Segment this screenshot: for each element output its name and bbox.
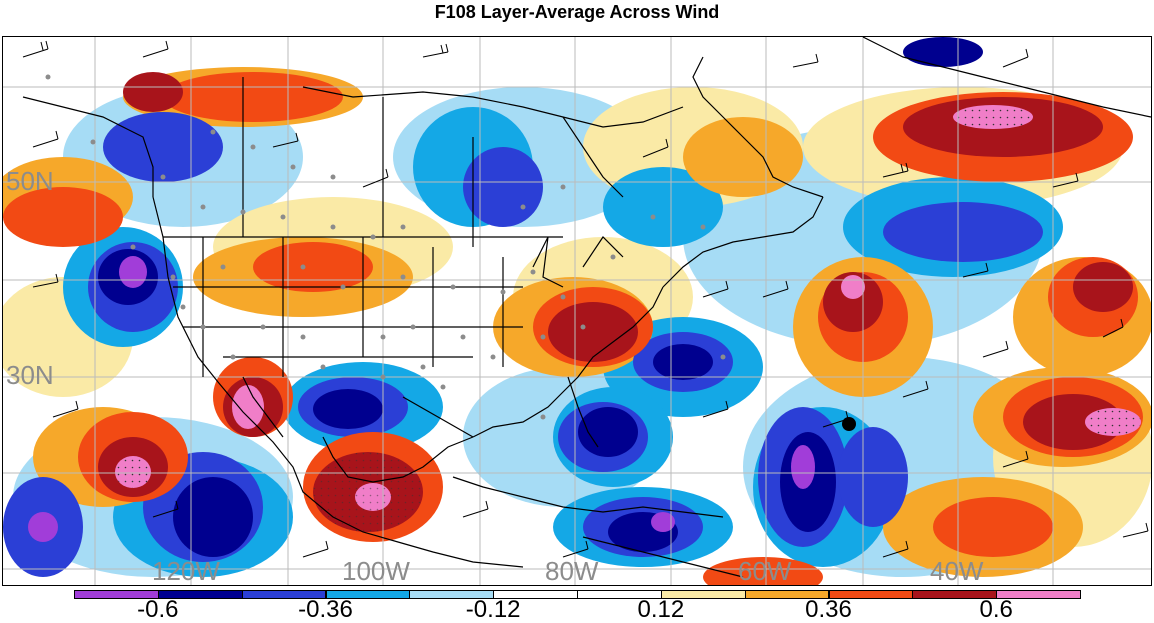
shading-extreme: [28, 37, 1141, 557]
coastlines-borders: [22, 37, 1151, 578]
marker-dot: [842, 417, 856, 431]
colorbar-tick-label: 0.36: [805, 596, 852, 623]
colorbar-segment: [996, 590, 1081, 599]
map-title: F108 Layer-Average Across Wind: [434, 2, 720, 22]
lon-label-60w: 60W: [738, 556, 792, 586]
colorbar-tick-label: 0.6: [979, 596, 1013, 623]
colorbar: [74, 590, 1081, 599]
lat-label-30n: 30N: [6, 360, 54, 390]
lat-label-50n: 50N: [6, 166, 54, 196]
lon-label-80w: 80W: [545, 556, 599, 586]
lon-label-40w: 40W: [930, 556, 984, 586]
colorbar-tick-label: -0.12: [465, 596, 521, 623]
lon-label-100w: 100W: [342, 556, 410, 586]
station-dots: [45, 74, 726, 420]
lon-label-120w: 120W: [152, 556, 220, 586]
wind-field-map: [3, 37, 1151, 585]
colorbar-tick-label: -0.6: [137, 596, 179, 623]
colorbar-tick-label: -0.36: [298, 596, 353, 623]
wind-barbs: [22, 40, 1149, 558]
map-panel: [2, 36, 1152, 586]
lat-lon-grid: [3, 37, 1151, 585]
colorbar-tick-label: 0.12: [637, 596, 685, 623]
